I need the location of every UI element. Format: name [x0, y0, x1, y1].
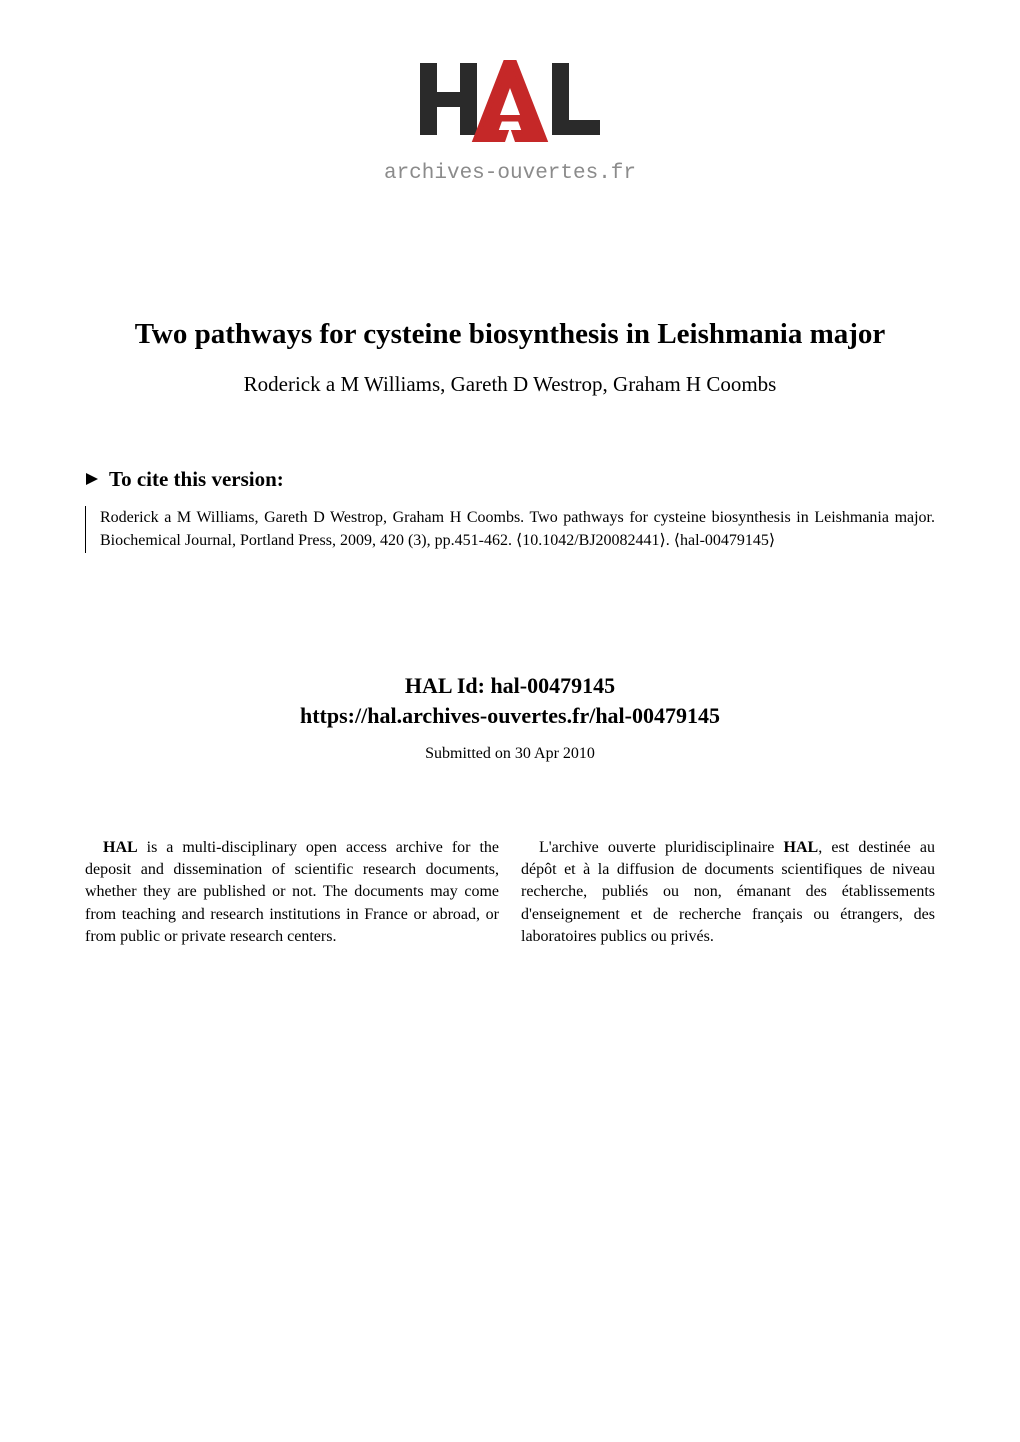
- desc-left-hal: HAL: [103, 839, 138, 856]
- hal-id-url[interactable]: https://hal.archives-ouvertes.fr/hal-004…: [85, 703, 935, 729]
- cite-doi: ⟨10.1042/BJ20082441⟩: [516, 532, 666, 549]
- page-container: archives-ouvertes.fr Two pathways for cy…: [0, 0, 1020, 998]
- cite-section: To cite this version: Roderick a M Willi…: [85, 467, 935, 552]
- cite-heading-text: To cite this version:: [109, 467, 284, 492]
- desc-right-hal: HAL: [784, 839, 819, 856]
- description-left: HAL is a multi-disciplinary open access …: [85, 837, 499, 949]
- submitted-date: Submitted on 30 Apr 2010: [85, 745, 935, 763]
- hal-logo: archives-ouvertes.fr: [384, 60, 636, 185]
- desc-right-pre: L'archive ouverte pluridisciplinaire: [539, 839, 784, 856]
- paper-authors: Roderick a M Williams, Gareth D Westrop,…: [85, 372, 935, 397]
- hal-id-block: HAL Id: hal-00479145 https://hal.archive…: [85, 673, 935, 729]
- cite-heading: To cite this version:: [85, 467, 935, 492]
- description-right: L'archive ouverte pluridisciplinaire HAL…: [521, 837, 935, 949]
- description-columns: HAL is a multi-disciplinary open access …: [85, 837, 935, 949]
- logo-subtitle: archives-ouvertes.fr: [384, 162, 636, 185]
- right-triangle-icon: [85, 467, 99, 492]
- desc-left-text: is a multi-disciplinary open access arch…: [85, 839, 499, 946]
- hal-id-label: HAL Id: hal-00479145: [85, 673, 935, 699]
- cite-body: Roderick a M Williams, Gareth D Westrop,…: [85, 506, 935, 552]
- hal-logo-icon: [410, 60, 610, 155]
- logo-area: archives-ouvertes.fr: [85, 60, 935, 185]
- cite-halref: . ⟨hal-00479145⟩: [666, 532, 775, 549]
- paper-title: Two pathways for cysteine biosynthesis i…: [85, 315, 935, 354]
